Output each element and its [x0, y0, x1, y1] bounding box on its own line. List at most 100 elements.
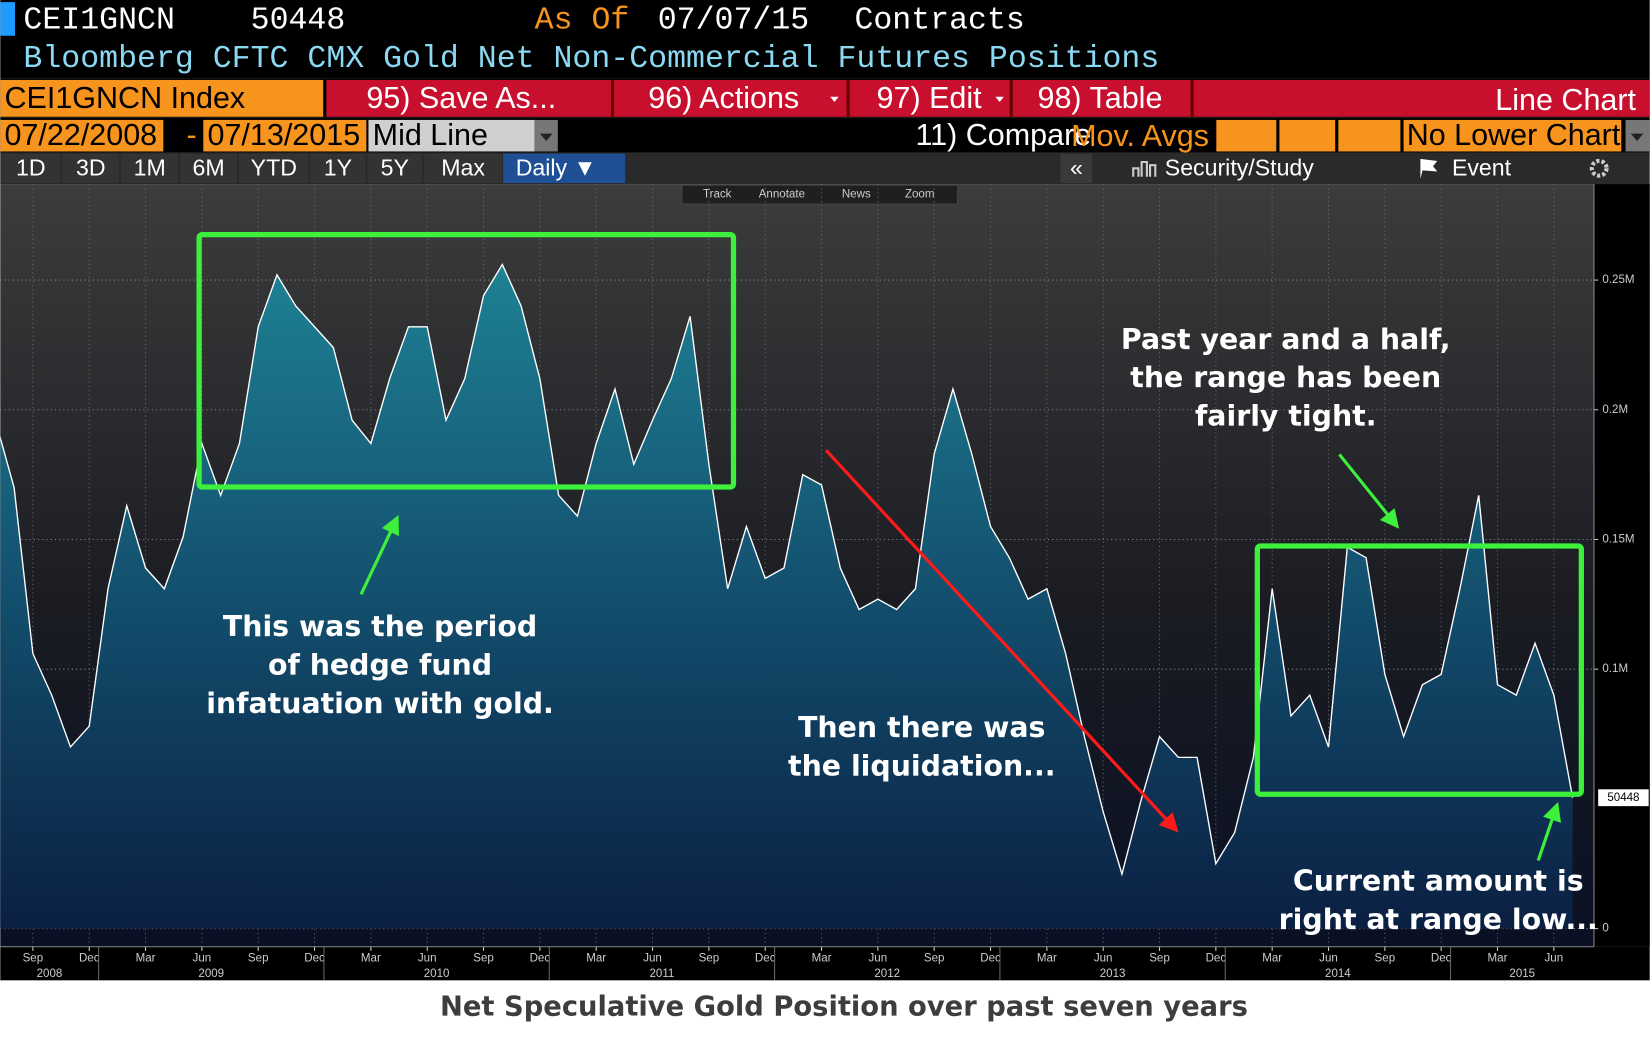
table-button[interactable]: 98) Table	[1037, 81, 1162, 115]
dropdown-icon	[995, 96, 1004, 103]
event-button[interactable]: Event	[1452, 154, 1512, 180]
y-axis-bg	[1593, 184, 1650, 947]
frequency-box[interactable]	[503, 153, 626, 184]
study-button[interactable]: Security/Study	[1165, 154, 1315, 180]
x-tick-label: Mar	[361, 952, 381, 964]
x-tick-label: Mar	[812, 952, 832, 964]
event-icon	[1420, 158, 1438, 179]
date-box[interactable]	[0, 119, 164, 152]
period-button[interactable]: 1Y	[324, 154, 352, 180]
x-tick-label: Dec	[530, 952, 551, 964]
line-mode-box[interactable]	[368, 119, 535, 152]
period-box[interactable]	[180, 153, 237, 184]
y-tick-label: 0.2M	[1602, 404, 1628, 416]
header-bg	[0, 0, 1650, 79]
line	[0, 263, 1574, 877]
annotation-text: of hedge fund	[268, 648, 492, 681]
actions-button[interactable]: 96) Actions	[648, 81, 799, 115]
period-box[interactable]	[121, 153, 179, 184]
annotation-text: Current amount is	[1293, 865, 1584, 898]
year-label: 2011	[649, 968, 674, 980]
chart-kind: Line Chart	[1495, 83, 1636, 117]
x-tick-label: Mar	[1037, 952, 1057, 964]
settings-icon[interactable]	[1589, 158, 1609, 178]
tool-button[interactable]: News	[842, 189, 871, 201]
caption-bg	[0, 980, 1650, 1033]
as-of-date: 07/07/15	[658, 3, 809, 38]
period-button[interactable]: Max	[441, 154, 485, 180]
x-tick-label: Sep	[924, 952, 945, 964]
collapse[interactable]: «	[1070, 154, 1083, 180]
x-tick-label: Mar	[136, 952, 156, 964]
save-button[interactable]: 95) Save As...	[366, 81, 556, 115]
frequency[interactable]: Daily ▼	[516, 154, 597, 180]
edit-button[interactable]: 97) Edit	[877, 81, 983, 115]
period-buttons: 1D 3D 1M 6M YTD 1Y 5Y Max	[1, 153, 503, 184]
x-tick-label: Jun	[193, 952, 212, 964]
x-tick-label: Dec	[980, 952, 1001, 964]
x-tick-label: Sep	[699, 952, 720, 964]
annotation-text: the liquidation...	[788, 749, 1056, 782]
security-box[interactable]	[0, 79, 324, 117]
period-box[interactable]	[310, 153, 366, 184]
x-tick-label: Jun	[1319, 952, 1338, 964]
date-box[interactable]	[203, 119, 367, 152]
tools: Track Annotate News Zoom	[703, 189, 935, 201]
highlight-box	[1254, 543, 1584, 797]
year-label: 2015	[1509, 968, 1535, 980]
highlight-box	[196, 231, 737, 490]
option-box[interactable]	[1279, 119, 1336, 152]
last-value: 50448	[251, 3, 346, 38]
plot-area	[0, 263, 1574, 929]
line-mode: Mid Line	[373, 118, 488, 152]
period-button[interactable]: YTD	[251, 154, 297, 180]
arrow	[359, 514, 399, 596]
dropdown-icon	[830, 96, 839, 103]
area-fill	[0, 264, 1573, 929]
x-tick-label: Sep	[1375, 952, 1396, 964]
annotation-text: Then there was	[798, 711, 1045, 744]
x-tick-label: Jun	[643, 952, 662, 964]
caption: Net Speculative Gold Position over past …	[440, 991, 1248, 1022]
option-box[interactable]	[1403, 119, 1622, 152]
mov-avgs[interactable]: Mov. Avgs	[1071, 119, 1209, 153]
dropdown-icon	[539, 133, 553, 141]
date-separator: -	[186, 118, 196, 152]
year-label: 2012	[874, 968, 900, 980]
last-value-label: 50448	[1607, 792, 1639, 804]
security: CEI1GNCN Index	[4, 81, 245, 115]
collapse-box[interactable]	[1060, 153, 1093, 184]
arrow	[824, 449, 1179, 833]
x-tick-label: Dec	[1206, 952, 1227, 964]
period-button[interactable]: 1D	[16, 154, 46, 180]
arrow	[1536, 801, 1561, 861]
last-value-box	[1598, 789, 1649, 807]
year-label: 2010	[424, 968, 450, 980]
arrow	[1338, 453, 1400, 529]
annotations: This was the period of hedge fund infatuat…	[206, 323, 1598, 936]
y-tick-label: 0	[1602, 923, 1608, 935]
period-button[interactable]: 1M	[134, 154, 166, 180]
as-of-label: As Of	[535, 3, 630, 38]
compare-button[interactable]: 11) Compare	[915, 118, 1091, 152]
period-button[interactable]: 3D	[76, 154, 106, 180]
tool-button[interactable]: Annotate	[759, 189, 805, 201]
tool-button[interactable]: Track	[703, 189, 732, 201]
x-tick-label: Sep	[23, 952, 44, 964]
axes: 0 0.1M 0.15M 0.2M 0.25M Sep Dec Mar Jun Sep Dec Mar…	[0, 184, 1649, 981]
period-box[interactable]	[1, 153, 61, 184]
period-box[interactable]	[62, 153, 120, 184]
option-box[interactable]	[1338, 119, 1401, 152]
period-box[interactable]	[424, 153, 503, 184]
period-box[interactable]	[367, 153, 423, 184]
tool-button[interactable]: Zoom	[905, 189, 935, 201]
period-button[interactable]: 6M	[193, 154, 225, 180]
period-box[interactable]	[239, 153, 309, 184]
annotation-text: right at range low...	[1279, 903, 1598, 936]
study-icon	[1132, 160, 1157, 177]
x-tick-label: Dec	[755, 952, 776, 964]
period-button[interactable]: 5Y	[381, 154, 409, 180]
option-box[interactable]	[1216, 119, 1277, 152]
annotation-text: infatuation with gold.	[206, 687, 554, 720]
